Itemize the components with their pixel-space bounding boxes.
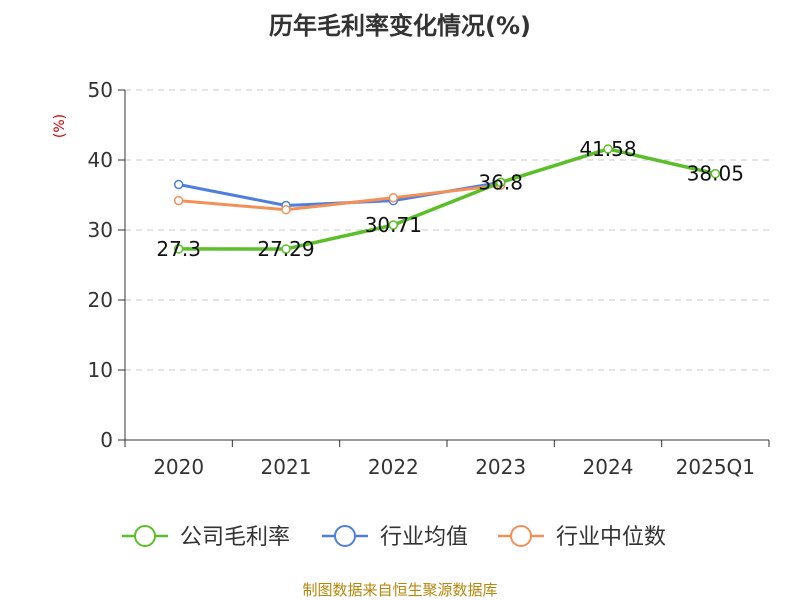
legend-marker xyxy=(134,525,156,547)
x-tick-label: 2025Q1 xyxy=(676,455,755,479)
legend-label: 行业中位数 xyxy=(556,525,666,550)
data-label: 41.58 xyxy=(579,137,636,161)
x-tick-label: 2023 xyxy=(475,455,526,479)
legend-item: 行业中位数 xyxy=(498,525,666,550)
series-point xyxy=(603,144,613,154)
source-note: 制图数据来自恒生聚源数据库 xyxy=(302,581,497,599)
series-point xyxy=(173,195,184,206)
series-point xyxy=(710,168,721,179)
data-label: 36.8 xyxy=(478,170,523,194)
legend-marker xyxy=(334,525,356,547)
series-line xyxy=(176,147,718,251)
data-labels: 27.3 27.29 30.71 36.8 41.58 38.05 xyxy=(156,137,744,261)
grid-lines xyxy=(125,89,769,371)
legend-marker xyxy=(510,525,532,547)
series-layer xyxy=(173,144,721,254)
series-point xyxy=(173,179,184,190)
series-point xyxy=(388,193,399,203)
x-tick-label: 2022 xyxy=(368,455,419,479)
legend-item: 公司毛利率 xyxy=(122,525,290,550)
legend: 公司毛利率 行业均值 行业中位数 xyxy=(122,525,666,550)
x-tick-label: 2020 xyxy=(153,455,204,479)
y-tick-label: 20 xyxy=(88,288,113,312)
y-tick-label: 10 xyxy=(88,358,113,382)
axes: 0 10 20 30 40 50 2020 2021 2022 2023 2024 2025Q1 xyxy=(88,78,770,479)
series-point xyxy=(495,177,506,188)
x-tick-label: 2021 xyxy=(261,455,312,479)
data-label: 38.05 xyxy=(687,162,744,186)
data-label: 30.71 xyxy=(365,213,422,237)
legend-label: 行业均值 xyxy=(380,525,468,550)
series-point xyxy=(281,204,291,215)
data-label: 27.29 xyxy=(257,237,314,261)
series-point xyxy=(173,244,184,254)
x-tick-label: 2024 xyxy=(583,455,634,479)
y-axis-unit: (%) xyxy=(52,114,68,138)
series-0 xyxy=(173,144,721,254)
series-point xyxy=(281,244,291,254)
y-tick-label: 50 xyxy=(88,78,113,102)
legend-item: 行业均值 xyxy=(322,525,468,550)
data-label: 27.3 xyxy=(156,237,201,261)
chart-title: 历年毛利率变化情况(%) xyxy=(269,12,531,40)
series-line xyxy=(177,183,503,212)
y-tick-label: 40 xyxy=(88,148,113,172)
y-tick-label: 0 xyxy=(100,428,113,452)
series-point xyxy=(388,220,399,230)
y-tick-label: 30 xyxy=(88,218,113,242)
legend-label: 公司毛利率 xyxy=(180,525,290,550)
series-2 xyxy=(173,180,506,215)
